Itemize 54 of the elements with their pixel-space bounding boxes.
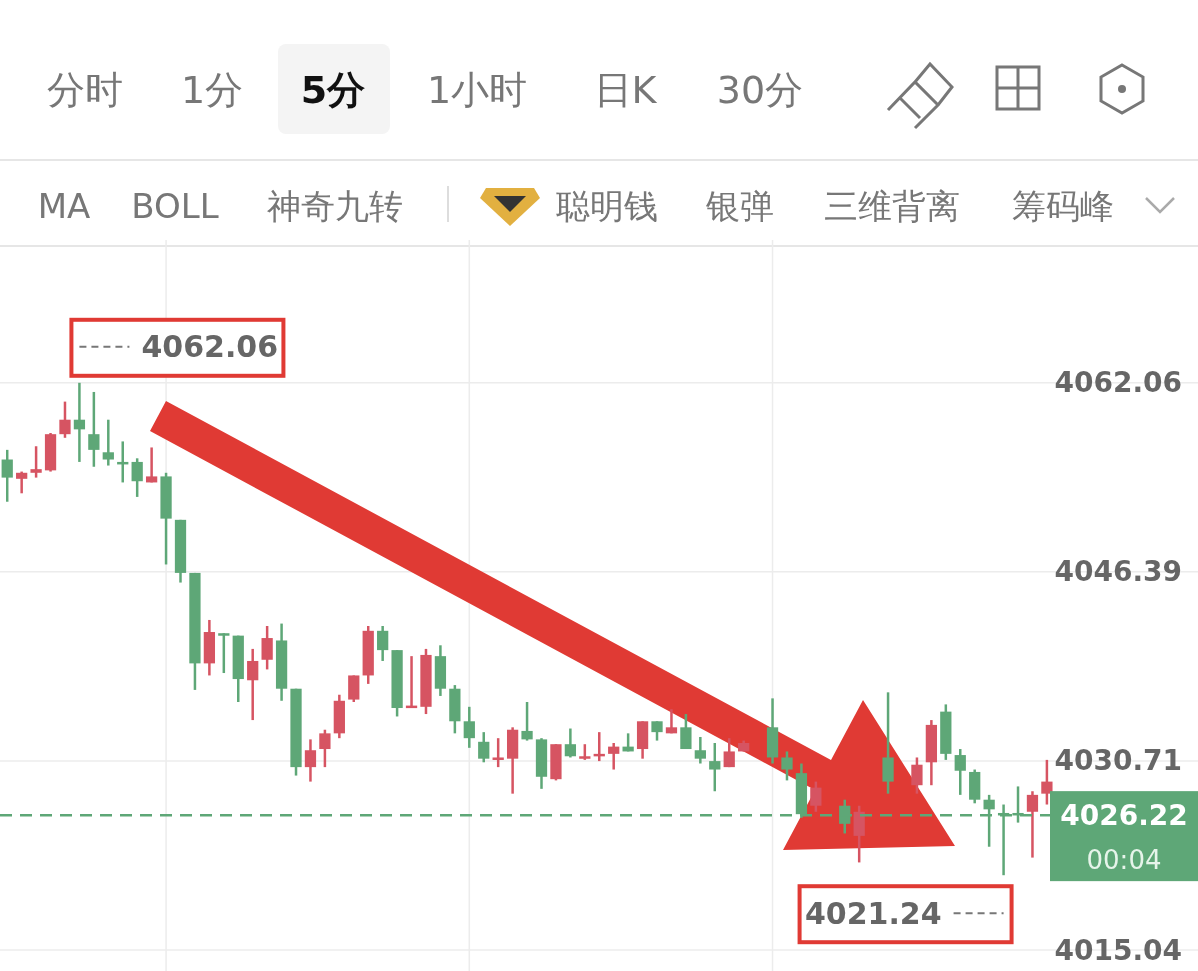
ref-line-label: 4026.22 — [1060, 798, 1188, 832]
candlestick — [911, 756, 923, 795]
text: 三维背离 — [824, 186, 960, 226]
candlestick — [319, 728, 331, 769]
candlestick — [463, 705, 475, 750]
candlestick — [1026, 790, 1039, 859]
candlestick — [247, 647, 259, 722]
candlestick — [694, 735, 706, 765]
candlestick — [131, 457, 143, 499]
candlestick — [680, 712, 692, 751]
candlestick — [304, 738, 317, 783]
candlestick — [16, 470, 28, 495]
candlestick — [564, 727, 577, 759]
text: 日K — [593, 68, 658, 112]
candlestick — [377, 624, 389, 663]
candlestick — [102, 418, 114, 467]
candlestick — [954, 747, 966, 797]
annotation: 4062.06 — [141, 329, 279, 365]
text: 分时 — [47, 68, 123, 112]
y-tick-label: 4062.06 — [1054, 366, 1182, 400]
candlestick — [723, 736, 735, 769]
candlestick — [709, 741, 721, 793]
text: 1小时 — [426, 68, 528, 112]
candlestick — [1, 448, 13, 503]
text: 神奇九转 — [267, 186, 403, 226]
candlestick — [521, 700, 533, 742]
text: 聪明钱 — [556, 186, 658, 226]
candlestick — [218, 631, 230, 675]
text: 5分 — [300, 68, 366, 112]
text: MA — [37, 186, 91, 226]
text: 1分 — [180, 68, 244, 112]
candlestick — [810, 780, 822, 814]
text: 30分 — [716, 68, 804, 112]
candlestick — [608, 741, 620, 771]
candlestick — [73, 381, 86, 464]
candlestick — [88, 390, 100, 468]
candlestick — [145, 446, 158, 484]
text: 00:04 — [1086, 845, 1162, 876]
candlestick — [1041, 758, 1053, 806]
candlestick — [478, 730, 490, 764]
candlestick — [665, 707, 678, 735]
text: BOLL — [131, 186, 219, 226]
candlestick — [59, 400, 71, 440]
candlestick — [30, 445, 42, 479]
y-tick-label: 4030.71 — [1054, 744, 1182, 778]
y-tick-label: 4015.04 — [1054, 933, 1182, 967]
y-tick-label: 4046.39 — [1054, 555, 1182, 589]
text: 筹码峰 — [1012, 186, 1114, 226]
candlestick — [651, 720, 663, 742]
candlestick — [492, 736, 504, 769]
candlestick — [781, 750, 793, 782]
text: 银弹 — [705, 186, 774, 226]
candlestick — [261, 624, 273, 671]
annotation: 4021.24 — [804, 895, 942, 931]
